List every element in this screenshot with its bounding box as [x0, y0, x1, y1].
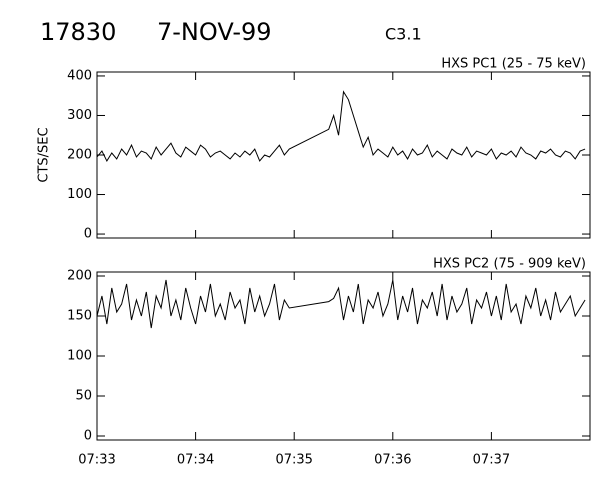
data-line — [96, 279, 586, 329]
date: 7-NOV-99 — [157, 18, 272, 46]
x-tick-label: 07:33 — [78, 453, 115, 468]
y-tick-label: 100 — [67, 349, 92, 364]
plot-frame — [96, 271, 591, 441]
y-axis-label: CTS/SEC — [37, 127, 52, 182]
flare-class: C3.1 — [385, 25, 422, 44]
x-tick-label: 07:37 — [473, 453, 510, 468]
x-tick-label: 07:36 — [374, 453, 411, 468]
data-line — [96, 90, 586, 162]
y-tick-label: 200 — [67, 269, 92, 284]
y-tick-label: 0 — [84, 227, 92, 242]
y-tick-label: 150 — [67, 309, 92, 324]
panel-title: HXS PC2 (75 - 909 keV) — [433, 257, 586, 272]
x-tick-label: 07:35 — [275, 453, 312, 468]
y-tick-label: 200 — [67, 148, 92, 163]
y-tick-label: 100 — [67, 187, 92, 202]
y-tick-label: 50 — [75, 389, 92, 404]
x-tick-label: 07:34 — [177, 453, 214, 468]
flare-id: 17830 — [40, 18, 116, 46]
y-tick-label: 0 — [84, 429, 92, 444]
plot-frame — [96, 71, 591, 239]
y-tick-label: 300 — [67, 108, 92, 123]
y-tick-label: 400 — [67, 68, 92, 83]
panel-title: HXS PC1 (25 - 75 keV) — [441, 57, 586, 72]
